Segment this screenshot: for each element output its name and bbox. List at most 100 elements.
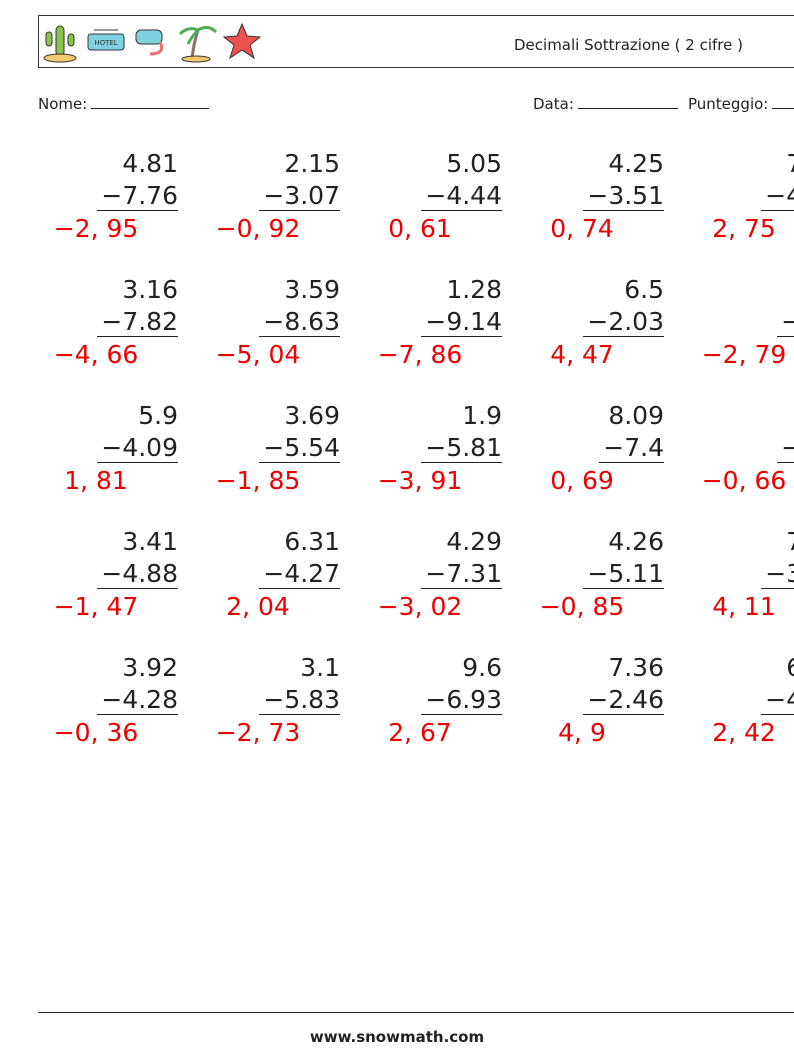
answer: 2, 67 [388, 718, 452, 747]
top-number: 8.09 [608, 401, 664, 430]
top-number: 5.9 [138, 401, 178, 430]
bottom-number: −5.81 [421, 433, 502, 463]
top-number: 3.92 [122, 653, 178, 682]
hotel-icon: HOTEL [87, 29, 125, 51]
bottom-number: −3.1 [761, 559, 794, 589]
top-number: 3.41 [122, 527, 178, 556]
answer: −5, 04 [215, 340, 301, 369]
answer: 4, 9 [558, 718, 606, 747]
bottom-number: −2.46 [583, 685, 664, 715]
footer: www.snowmath.com [309, 1028, 485, 1046]
bottom-number: −4.88 [97, 559, 178, 589]
top-number: 4.81 [122, 149, 178, 178]
bottom-wrap: −7.31 [352, 559, 502, 589]
bottom-wrap: −4.0 [676, 685, 794, 715]
cactus-icon [43, 25, 77, 63]
bottom-number: −7.31 [421, 559, 502, 589]
bottom-wrap: −4.28 [28, 685, 178, 715]
top-number: 3.59 [284, 275, 340, 304]
starfish-icon [222, 22, 262, 60]
name-field: Nome: [38, 94, 210, 113]
top-number: 7.0 [676, 149, 794, 178]
bottom-wrap: −7.76 [28, 181, 178, 211]
bottom-wrap: −3.1 [676, 559, 794, 589]
top-number: 2.15 [284, 149, 340, 178]
bottom-number: −7. [777, 307, 794, 337]
answer: −0, 36 [53, 718, 139, 747]
bottom-number: −3.51 [583, 181, 664, 211]
bottom-wrap: −5.81 [352, 433, 502, 463]
answer: −0, 85 [539, 592, 625, 621]
bottom-number: −2.03 [583, 307, 664, 337]
palm-icon [178, 25, 218, 63]
score-label: Punteggio: [688, 95, 769, 113]
bottom-wrap: −5.11 [514, 559, 664, 589]
header-icons: HOTEL [43, 22, 262, 63]
top-number: 6.31 [284, 527, 340, 556]
top-number: 1.9 [462, 401, 502, 430]
top-number: 4.25 [608, 149, 664, 178]
answer: 0, 74 [550, 214, 614, 243]
top-number: 7.2 [676, 527, 794, 556]
bottom-wrap: −2.46 [514, 685, 664, 715]
bottom-wrap: −2.03 [514, 307, 664, 337]
answer: −2, 79 [701, 340, 787, 369]
answer: 4, 47 [550, 340, 614, 369]
score-blank [772, 94, 794, 109]
bottom-number: −4.2 [761, 181, 794, 211]
bottom-number: −8.63 [259, 307, 340, 337]
bottom-wrap: −4.09 [28, 433, 178, 463]
top-number: 6.4 [676, 653, 794, 682]
title: Decimali Sottrazione ( 2 cifre ) [514, 36, 743, 54]
answer: 0, 61 [388, 214, 452, 243]
bottom-wrap: −7. [676, 307, 794, 337]
answer: 4, 11 [712, 592, 776, 621]
top-number: 2. [676, 401, 794, 430]
top-number: 3.69 [284, 401, 340, 430]
bottom-number: −2. [777, 433, 794, 463]
bottom-number: −4.28 [97, 685, 178, 715]
bottom-wrap: −4.2 [676, 181, 794, 211]
bottom-wrap: −5.54 [190, 433, 340, 463]
bottom-wrap: −9.14 [352, 307, 502, 337]
bottom-wrap: −7.82 [28, 307, 178, 337]
bottom-wrap: −4.44 [352, 181, 502, 211]
score-field: Punteggio: [688, 94, 794, 113]
answer: −2, 95 [53, 214, 139, 243]
answer: −1, 85 [215, 466, 301, 495]
top-number: 5.05 [446, 149, 502, 178]
bottom-wrap: −3.07 [190, 181, 340, 211]
answer: −7, 86 [377, 340, 463, 369]
bottom-wrap: −5.83 [190, 685, 340, 715]
bottom-wrap: −4.88 [28, 559, 178, 589]
name-label: Nome: [38, 95, 88, 113]
bottom-wrap: −3.51 [514, 181, 664, 211]
answer: −3, 02 [377, 592, 463, 621]
answer: 2, 75 [712, 214, 776, 243]
answer: 2, 04 [226, 592, 290, 621]
answer: −0, 66 [701, 466, 787, 495]
bottom-number: −5.83 [259, 685, 340, 715]
answer: 0, 69 [550, 466, 614, 495]
bottom-wrap: −4.27 [190, 559, 340, 589]
bottom-number: −4.0 [761, 685, 794, 715]
date-label: Data: [533, 95, 574, 113]
bottom-wrap: −8.63 [190, 307, 340, 337]
bottom-wrap: −7.4 [514, 433, 664, 463]
snorkel-icon [135, 29, 164, 56]
answer: −0, 92 [215, 214, 301, 243]
name-blank [91, 94, 210, 109]
date-field: Data: [533, 94, 678, 113]
bottom-number: −4.09 [97, 433, 178, 463]
answer: −4, 66 [53, 340, 139, 369]
top-number: 3.1 [300, 653, 340, 682]
bottom-number: −4.44 [421, 181, 502, 211]
bottom-number: −5.54 [259, 433, 340, 463]
bottom-number: −5.11 [583, 559, 664, 589]
header-box [38, 15, 794, 68]
answer: −2, 73 [215, 718, 301, 747]
svg-text:HOTEL: HOTEL [94, 39, 117, 47]
bottom-number: −6.93 [421, 685, 502, 715]
top-number: 6.5 [624, 275, 664, 304]
answer: 2, 42 [712, 718, 776, 747]
